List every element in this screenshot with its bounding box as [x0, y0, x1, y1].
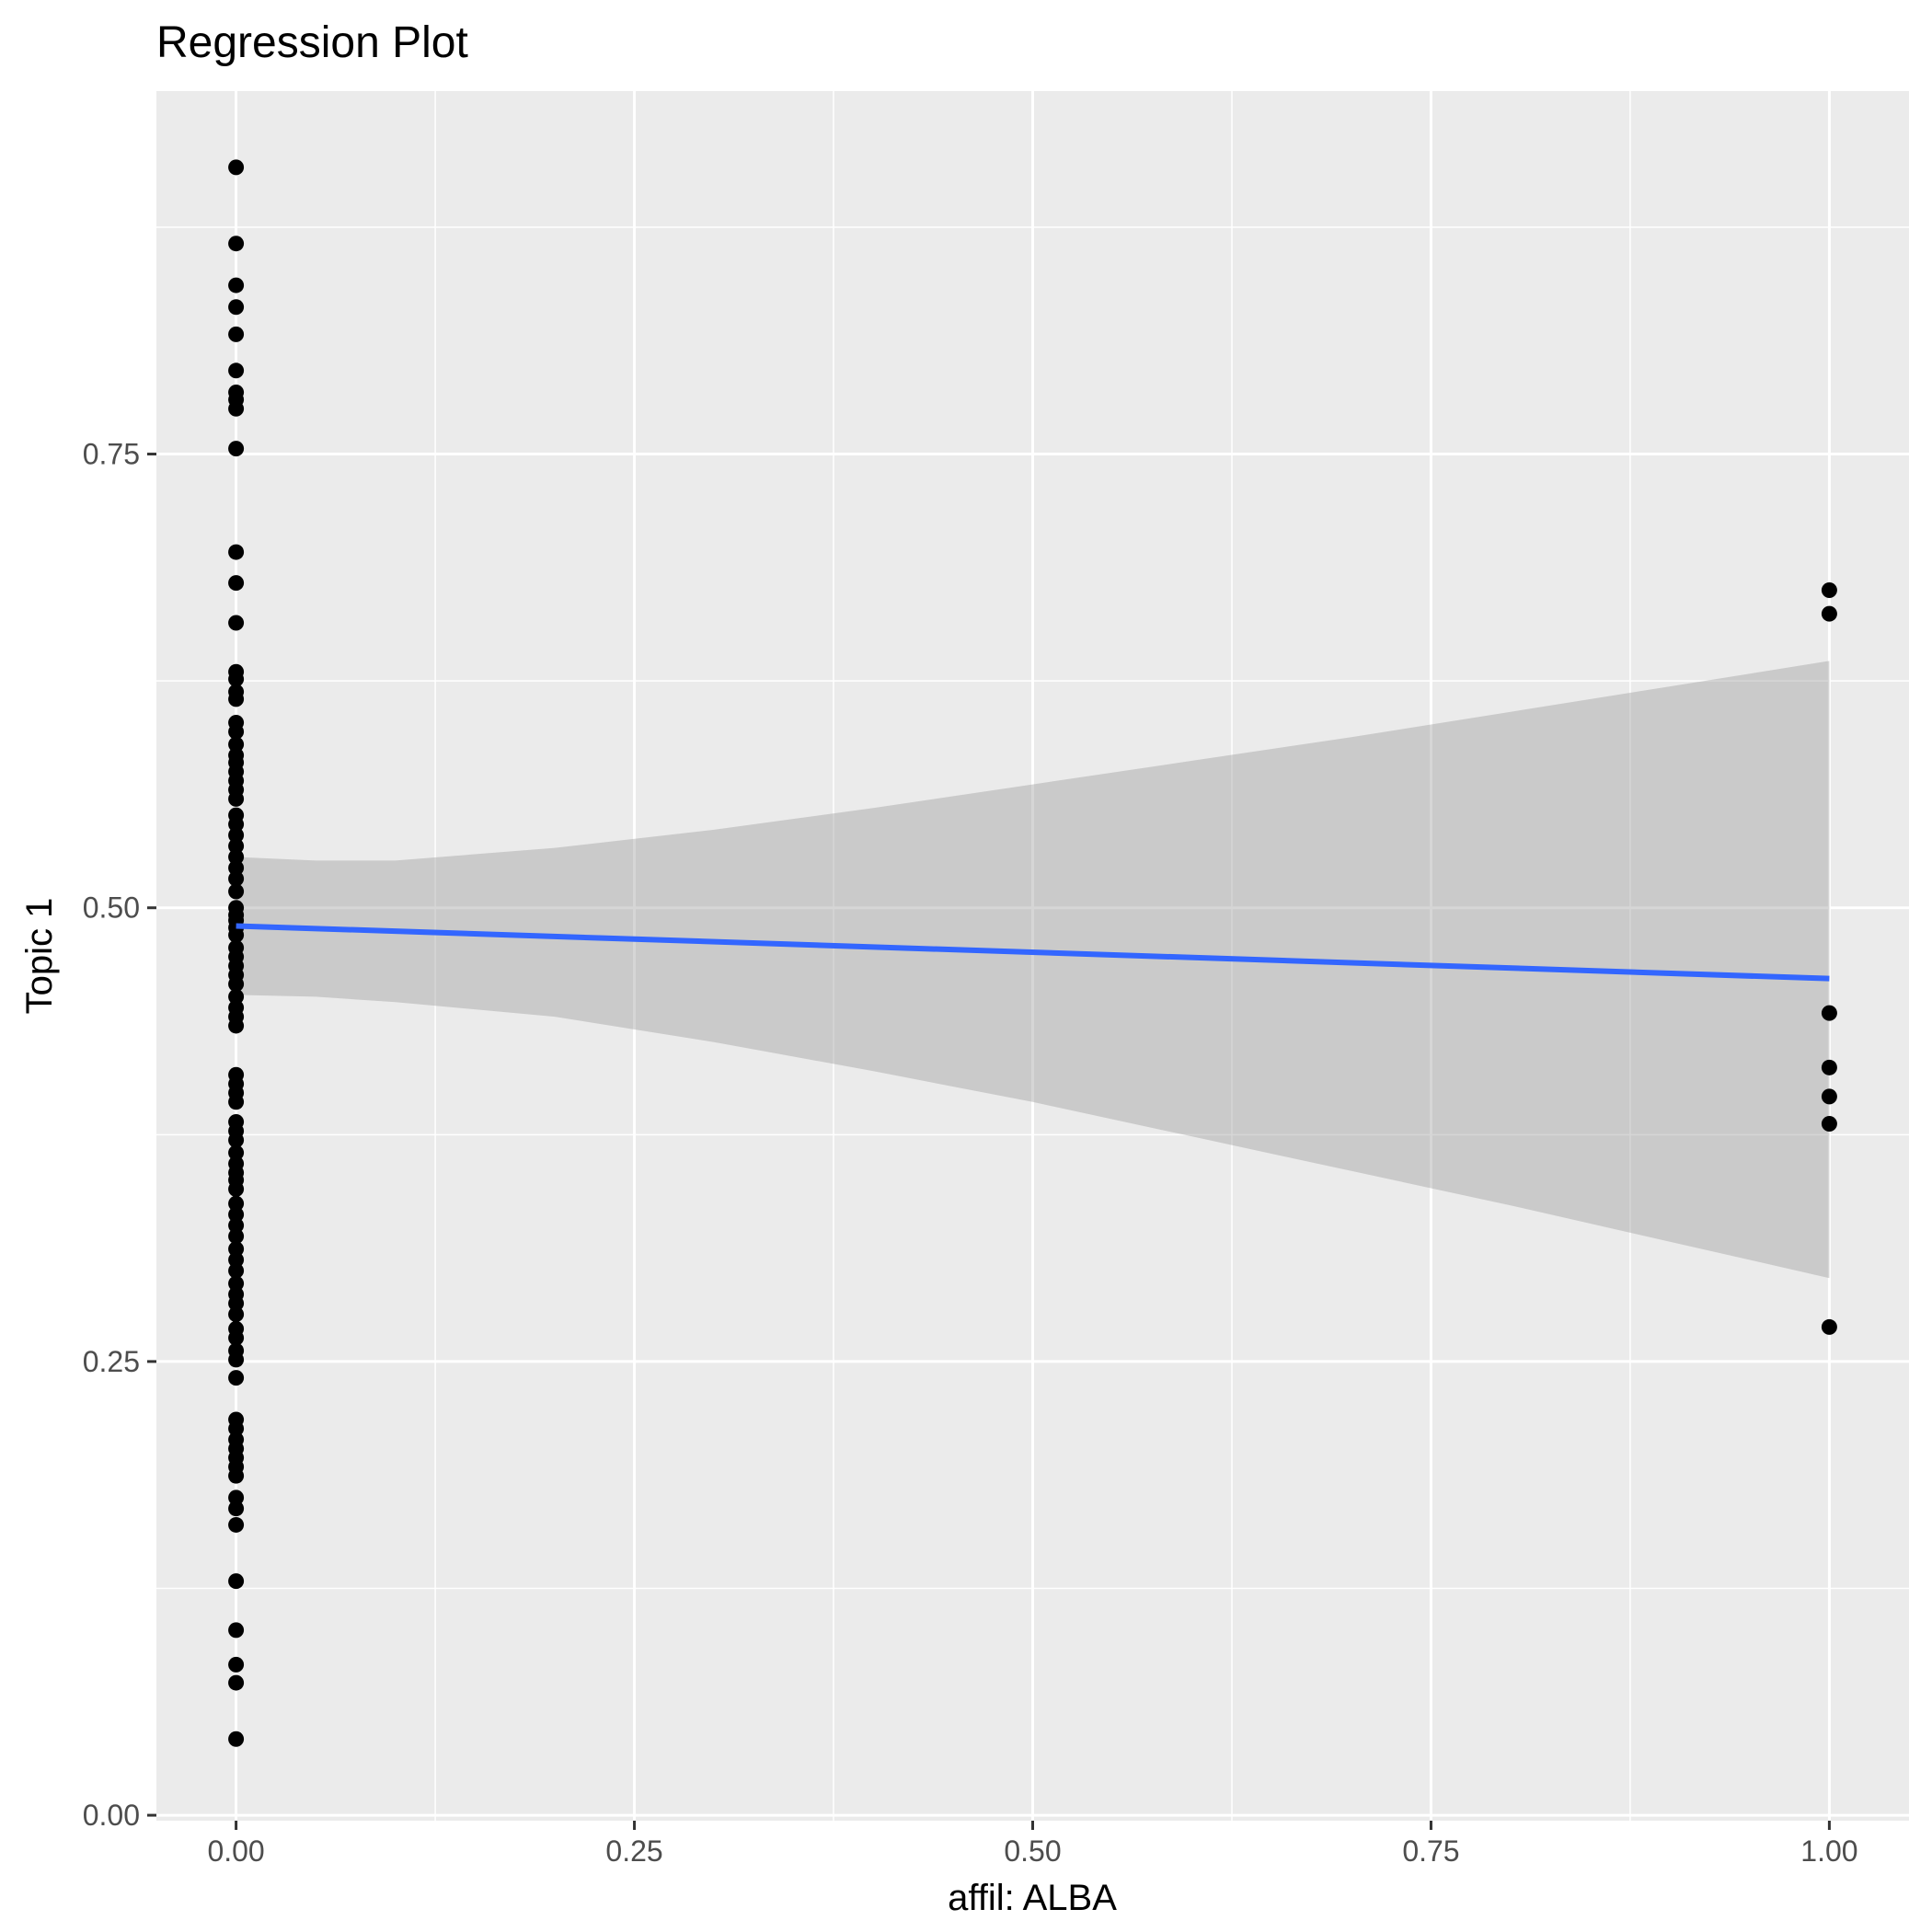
x-axis-title: affil: ALBA	[948, 1878, 1117, 1918]
point-x0-63	[228, 1228, 245, 1245]
point-x0-69	[228, 1295, 245, 1312]
point-x0-60	[228, 1195, 245, 1212]
point-x0-28	[228, 827, 245, 844]
point-x0-18	[228, 723, 245, 740]
x-tick-label-1: 0.25	[605, 1834, 662, 1868]
point-x1-0	[1821, 581, 1837, 598]
point-x0-47	[228, 1018, 245, 1034]
point-x0-19	[228, 736, 245, 753]
point-x0-4	[228, 326, 245, 342]
confidence-band-layer	[236, 661, 1830, 1279]
regression-line-layer	[236, 923, 1830, 982]
point-x0-75	[228, 1370, 245, 1386]
chart-title: Regression Plot	[156, 18, 468, 67]
point-x0-84	[228, 1501, 245, 1517]
major-gridlines	[156, 91, 1909, 1821]
point-x0-64	[228, 1241, 245, 1258]
point-x0-87	[228, 1622, 245, 1639]
point-x0-89	[228, 1674, 245, 1691]
point-x1-2	[1821, 1005, 1837, 1021]
point-x0-30	[228, 848, 245, 865]
point-x0-54	[228, 1132, 245, 1148]
point-x0-2	[228, 277, 245, 293]
point-x0-0	[228, 159, 245, 176]
x-tick-label-4: 1.00	[1800, 1834, 1857, 1868]
point-x0-67	[228, 1275, 245, 1292]
point-x0-10	[228, 544, 245, 560]
x-axis: 0.00 0.25 0.50 0.75 1.00	[207, 1821, 1858, 1868]
point-x0-9	[228, 441, 245, 457]
point-x0-85	[228, 1516, 245, 1533]
point-x0-55	[228, 1144, 245, 1161]
point-x0-12	[228, 615, 245, 631]
point-x0-77	[228, 1420, 245, 1437]
point-x0-90	[228, 1731, 245, 1747]
y-tick-label-0: 0.00	[83, 1799, 140, 1832]
point-x0-27	[228, 816, 245, 833]
point-x1-4	[1821, 1088, 1837, 1105]
point-x0-16	[228, 691, 245, 707]
point-x0-14	[228, 671, 245, 687]
point-x0-83	[228, 1489, 245, 1506]
point-x0-70	[228, 1306, 245, 1323]
point-x0-61	[228, 1206, 245, 1223]
point-x0-1	[228, 236, 245, 252]
point-x0-72	[228, 1329, 245, 1346]
point-x1-1	[1821, 605, 1837, 622]
x-tick-label-2: 0.50	[1004, 1834, 1061, 1868]
point-x0-32	[228, 870, 245, 887]
point-x0-65	[228, 1251, 245, 1268]
x-tick-label-3: 0.75	[1402, 1834, 1459, 1868]
point-x0-88	[228, 1656, 245, 1673]
point-x1-3	[1821, 1059, 1837, 1075]
point-x0-86	[228, 1573, 245, 1590]
y-axis-title: Topic 1	[19, 898, 60, 1015]
regression-line	[236, 923, 1830, 982]
data-points	[228, 159, 1837, 1747]
point-x0-33	[228, 883, 245, 900]
point-x0-82	[228, 1467, 245, 1484]
y-tick-label-1: 0.25	[83, 1345, 140, 1378]
point-x0-59	[228, 1180, 245, 1197]
confidence-band	[236, 661, 1830, 1279]
point-x0-43	[228, 976, 245, 993]
point-x0-8	[228, 400, 245, 417]
point-x0-29	[228, 838, 245, 855]
point-x1-5	[1821, 1115, 1837, 1132]
point-x0-66	[228, 1262, 245, 1279]
y-axis: 0.00 0.25 0.50 0.75	[83, 438, 156, 1832]
point-x0-5	[228, 362, 245, 379]
point-x0-11	[228, 575, 245, 592]
point-x0-25	[228, 790, 245, 807]
y-tick-label-3: 0.75	[83, 438, 140, 471]
point-x0-62	[228, 1217, 245, 1234]
point-x0-74	[228, 1351, 245, 1368]
point-x0-38	[228, 926, 245, 943]
point-x1-6	[1821, 1318, 1837, 1335]
point-x0-44	[228, 988, 245, 1005]
point-x0-3	[228, 299, 245, 316]
x-tick-label-0: 0.00	[207, 1834, 264, 1868]
point-x0-31	[228, 859, 245, 876]
y-tick-label-2: 0.50	[83, 891, 140, 925]
point-x0-51	[228, 1094, 245, 1110]
